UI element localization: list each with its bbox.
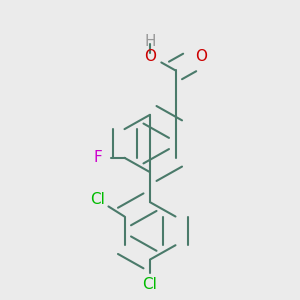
Text: H: H <box>144 34 156 49</box>
Text: O: O <box>195 49 207 64</box>
Text: O: O <box>144 49 156 64</box>
Text: F: F <box>93 150 102 165</box>
Text: Cl: Cl <box>90 192 105 207</box>
Text: Cl: Cl <box>142 277 158 292</box>
